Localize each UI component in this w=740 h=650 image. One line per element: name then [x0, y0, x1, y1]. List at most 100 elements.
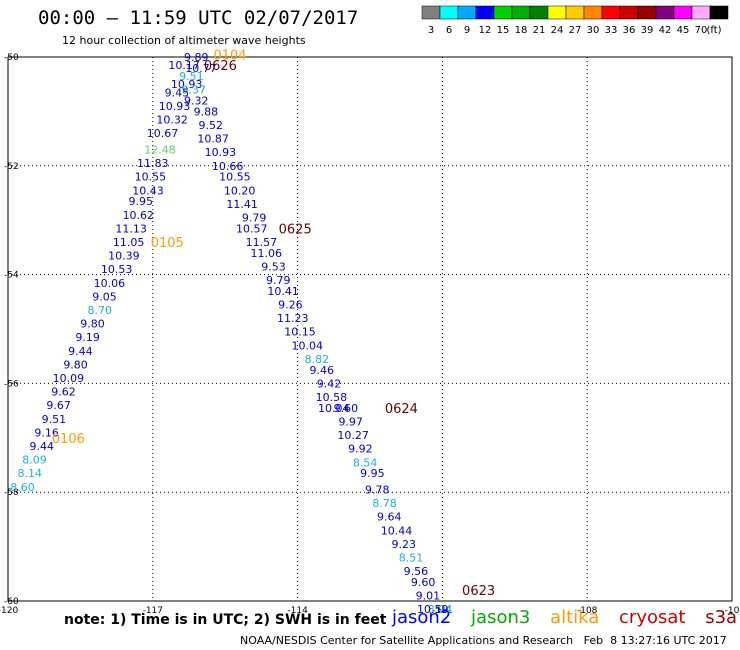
- wave-height-label: 9.26: [278, 299, 303, 312]
- scale-label: 15: [497, 25, 510, 36]
- lat-tick-label: -56: [4, 379, 19, 389]
- wave-height-label: 9.60: [334, 402, 359, 415]
- wave-height-label: 9.79: [242, 211, 267, 224]
- wave-height-label: 11.23: [277, 312, 309, 325]
- wave-height-label: 10.41: [267, 285, 299, 298]
- lat-tick-label: -60: [4, 597, 19, 607]
- wave-height-label: 8.94: [428, 603, 453, 616]
- wave-height-label: 10.55: [219, 171, 251, 184]
- lat-tick-label: -54: [4, 271, 19, 281]
- wave-height-label: 11.05: [113, 236, 145, 249]
- wave-height-label: 9.19: [75, 331, 100, 344]
- wave-height-label: 10.15: [284, 326, 316, 339]
- wave-height-label: 10.43: [132, 184, 164, 197]
- wave-height-label: 9.80: [80, 318, 105, 331]
- scale-label: 6: [446, 25, 452, 36]
- wave-height-label: 10.09: [53, 372, 85, 385]
- pass-time-label: 0104: [213, 48, 246, 63]
- page-title: 00:00 – 11:59 UTC 02/07/2017: [38, 7, 359, 29]
- wave-height-label: 9.16: [34, 426, 59, 439]
- wave-height-label: 9.88: [194, 105, 219, 118]
- wave-height-label: 9.89: [184, 51, 209, 64]
- lon-tick-label: -114: [287, 606, 308, 616]
- scale-label: 42: [659, 25, 672, 36]
- lat-tick-label: -50: [4, 53, 19, 63]
- wave-height-label: 8.82: [305, 353, 330, 366]
- wave-height-label: 9.37: [182, 84, 207, 97]
- satellite-legend: jason2 jason3 altika cryosat s3a: [392, 607, 740, 628]
- wave-height-label: 10.20: [224, 184, 256, 197]
- lon-tick-label: -108: [577, 606, 598, 616]
- pass-time-label: 0624: [385, 402, 418, 417]
- scale-label: 9: [464, 25, 470, 36]
- wave-height-label: 9.79: [266, 274, 291, 287]
- wave-height-label: 10.67: [147, 127, 179, 140]
- wave-height-label: 8.09: [22, 454, 47, 467]
- wave-height-label: 9.42: [317, 377, 342, 390]
- scale-swatch: [709, 5, 729, 20]
- wave-height-label: 9.78: [365, 483, 390, 496]
- lon-tick-label: -10: [725, 606, 740, 616]
- wave-height-label: 10.27: [337, 429, 369, 442]
- wave-height-label: 11.41: [226, 198, 258, 211]
- scale-label: 39: [641, 25, 654, 36]
- legend-altika: altika: [550, 607, 600, 628]
- scale-label: 12: [479, 25, 492, 36]
- wave-height-label: 8.78: [372, 497, 397, 510]
- wave-height-label: 10.93: [171, 78, 203, 91]
- wave-height-label: 10.77: [185, 62, 217, 75]
- legend-cryosat: cryosat: [619, 607, 686, 628]
- scale-label: 33: [605, 25, 618, 36]
- wave-height-label: 10.58: [316, 391, 348, 404]
- wave-height-label: 9.62: [51, 386, 76, 399]
- wave-height-label: 10.39: [108, 250, 140, 263]
- wave-height-label: 10.93: [159, 100, 191, 113]
- wave-height-label: 10.66: [212, 160, 244, 173]
- wave-height-label: 10.87: [197, 133, 229, 146]
- wave-height-label: 10.44: [381, 524, 413, 537]
- scale-label: 18: [515, 25, 528, 36]
- legend-jason2: jason2: [392, 607, 452, 628]
- wave-height-label: 9.60: [411, 576, 436, 589]
- wave-height-label: 11.83: [137, 157, 169, 170]
- pass-time-label: 0625: [279, 222, 312, 237]
- wave-height-label: 11.57: [246, 236, 278, 249]
- page-subtitle: 12 hour collection of altimeter wave hei…: [62, 34, 306, 47]
- units-note: note: 1) Time is in UTC; 2) SWH is in fe…: [64, 612, 387, 628]
- wave-height-label: 9.56: [404, 565, 429, 578]
- lon-tick-label: -111: [432, 606, 452, 616]
- wave-height-label: 9.95: [128, 195, 153, 208]
- wave-height-label: 10.57: [236, 222, 268, 235]
- scale-unit: (ft): [706, 25, 721, 36]
- wave-height-label: 9.45: [165, 86, 190, 99]
- wave-height-label: 9.64: [377, 511, 402, 524]
- scale-label: 21: [533, 25, 546, 36]
- wave-height-label: 9.51: [42, 413, 67, 426]
- lat-tick-label: -58: [4, 488, 19, 498]
- wave-height-label: 9.44: [30, 440, 55, 453]
- map-frame: [7, 56, 733, 602]
- wave-height-label: 9.53: [261, 260, 286, 273]
- scale-label: 27: [569, 25, 582, 36]
- footer-credit: NOAA/NESDIS Center for Satellite Applica…: [240, 634, 727, 647]
- wave-height-label: 10.55: [135, 171, 167, 184]
- legend-s3a: s3a: [705, 607, 738, 628]
- pass-time-label: 0623: [462, 584, 495, 599]
- wave-height-label: 9.67: [46, 399, 71, 412]
- wave-height-label: 9.95: [360, 467, 385, 480]
- wave-height-label: 10.32: [156, 114, 188, 127]
- wave-height-label: 8.14: [17, 467, 42, 480]
- wave-height-label: 10.93: [205, 146, 237, 159]
- pass-time-label: 0105: [151, 236, 184, 251]
- wave-height-label: 9.46: [309, 364, 334, 377]
- scale-label: 24: [551, 25, 564, 36]
- scale-label: 45: [677, 25, 690, 36]
- wave-height-label: 12.48: [144, 143, 176, 156]
- wave-height-label: 8.70: [87, 304, 112, 317]
- wave-height-label: 10.62: [123, 209, 155, 222]
- wave-height-label: 9.44: [68, 345, 93, 358]
- wave-height-label: 9.01: [416, 590, 441, 603]
- wave-height-label: 10.06: [94, 277, 126, 290]
- wave-height-label: 10.53: [101, 263, 133, 276]
